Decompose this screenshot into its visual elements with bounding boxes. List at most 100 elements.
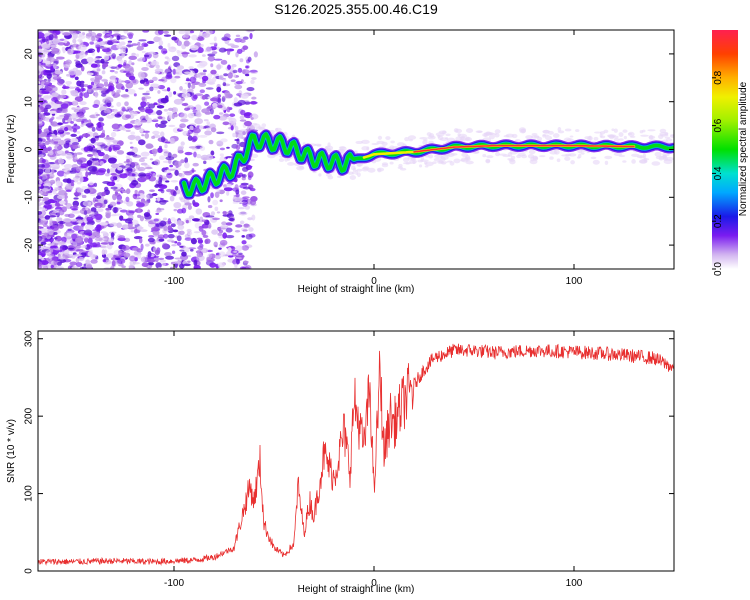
noise-blob (96, 87, 105, 90)
noise-blob (120, 94, 130, 98)
noise-blob (183, 246, 190, 253)
noise-blob (216, 131, 225, 135)
noise-blob (199, 31, 203, 36)
noise-blob (217, 94, 222, 98)
noise-blob (643, 157, 647, 163)
noise-blob (185, 219, 189, 224)
noise-blob (44, 168, 51, 174)
noise-blob (125, 196, 130, 203)
noise-blob (204, 101, 210, 106)
noise-blob (371, 142, 379, 146)
noise-blob (45, 60, 51, 65)
noise-blob (126, 151, 136, 156)
noise-blob (217, 97, 222, 104)
noise-blob (94, 202, 103, 209)
noise-blob (509, 159, 516, 165)
noise-blob (123, 30, 129, 34)
noise-blob (130, 161, 139, 166)
noise-blob (199, 146, 206, 151)
noise-blob (58, 209, 65, 216)
noise-blob (142, 30, 150, 33)
noise-blob (244, 73, 250, 77)
noise-blob (216, 211, 221, 214)
noise-blob (173, 98, 183, 105)
noise-blob (121, 245, 131, 251)
noise-blob (75, 262, 83, 268)
x-tick-label: 100 (566, 578, 583, 589)
noise-blob (40, 79, 50, 85)
noise-blob (62, 47, 66, 54)
noise-blob (56, 132, 63, 135)
noise-blob (154, 184, 160, 188)
noise-blob (381, 163, 389, 168)
noise-blob (63, 194, 68, 200)
noise-blob (225, 234, 235, 239)
noise-blob (318, 173, 322, 177)
noise-blob (221, 36, 229, 42)
noise-blob (38, 124, 43, 127)
noise-blob (50, 48, 60, 52)
noise-blob (235, 245, 243, 252)
noise-blob (234, 84, 243, 90)
noise-blob (62, 218, 72, 223)
noise-blob (85, 123, 94, 127)
noise-blob (111, 90, 116, 97)
noise-blob (223, 73, 229, 77)
noise-blob (51, 92, 59, 98)
noise-blob (74, 69, 82, 76)
noise-blob (534, 157, 538, 160)
noise-blob (95, 71, 99, 76)
noise-blob (647, 129, 656, 132)
noise-blob (142, 96, 152, 100)
noise-blob (160, 97, 169, 104)
noise-blob (53, 63, 57, 70)
noise-blob (207, 96, 211, 99)
noise-blob (118, 78, 122, 84)
noise-blob (106, 114, 115, 119)
noise-blob (72, 222, 79, 225)
noise-blob (251, 122, 258, 126)
noise-blob (618, 154, 626, 158)
noise-blob (207, 73, 213, 80)
noise-blob (125, 188, 131, 195)
noise-blob (248, 227, 254, 232)
noise-blob (226, 106, 231, 113)
noise-blob (141, 257, 145, 263)
noise-blob (250, 153, 259, 159)
noise-blob (361, 146, 369, 151)
noise-blob (171, 250, 176, 255)
noise-blob (103, 109, 111, 114)
noise-blob (618, 132, 624, 137)
noise-blob (234, 125, 239, 132)
noise-blob (604, 155, 613, 160)
noise-blob (568, 153, 577, 157)
noise-blob (219, 153, 224, 157)
noise-blob (376, 140, 385, 145)
noise-blob (74, 156, 78, 160)
noise-blob (231, 64, 237, 68)
noise-blob (103, 104, 111, 107)
noise-blob (238, 90, 243, 96)
noise-blob (38, 78, 42, 81)
noise-blob (187, 260, 191, 263)
noise-blob (437, 134, 441, 138)
noise-blob (440, 161, 448, 164)
noise-blob (166, 57, 171, 63)
noise-blob (238, 252, 243, 255)
noise-blob (237, 67, 243, 73)
snr-ylabel: SNR (10 * v/v) (6, 419, 17, 483)
noise-blob (118, 250, 123, 256)
noise-blob (167, 42, 171, 48)
noise-blob (79, 101, 87, 106)
noise-blob (38, 225, 43, 229)
noise-blob (80, 65, 85, 72)
noise-blob (64, 239, 74, 244)
noise-blob (41, 188, 50, 192)
noise-blob (139, 79, 145, 84)
noise-blob (38, 150, 42, 154)
noise-blob (131, 62, 135, 66)
noise-blob (172, 68, 176, 75)
noise-blob (88, 30, 93, 34)
noise-blob (126, 201, 134, 207)
noise-blob (109, 69, 115, 73)
